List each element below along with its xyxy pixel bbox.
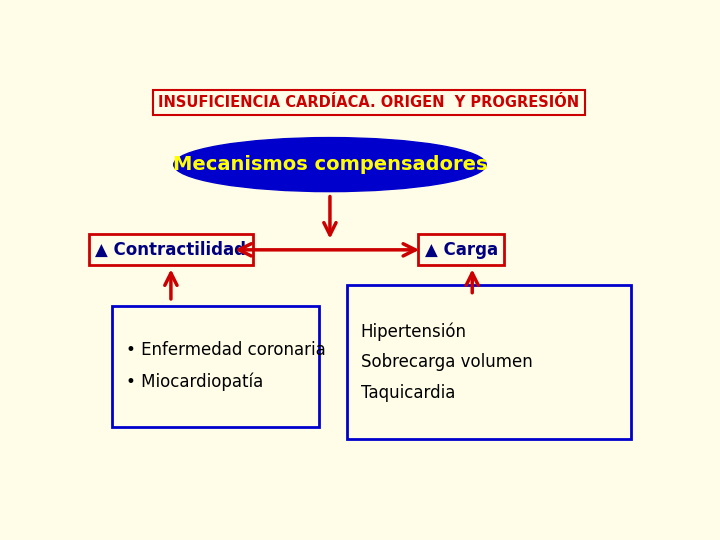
FancyBboxPatch shape [112, 306, 319, 427]
Text: ▲ Carga: ▲ Carga [425, 241, 498, 259]
Text: INSUFICIENCIA CARDÍACA. ORIGEN  Y PROGRESIÓN: INSUFICIENCIA CARDÍACA. ORIGEN Y PROGRES… [158, 94, 580, 110]
Text: Mecanismos compensadores: Mecanismos compensadores [173, 155, 487, 174]
FancyBboxPatch shape [347, 285, 631, 439]
Text: Hipertensión
Sobrecarga volumen
Taquicardia: Hipertensión Sobrecarga volumen Taquicar… [361, 322, 532, 402]
Text: ▲ Contractilidad: ▲ Contractilidad [96, 241, 246, 259]
Ellipse shape [174, 138, 486, 192]
Text: • Enfermedad coronaria
• Miocardiopatía: • Enfermedad coronaria • Miocardiopatía [126, 341, 326, 391]
